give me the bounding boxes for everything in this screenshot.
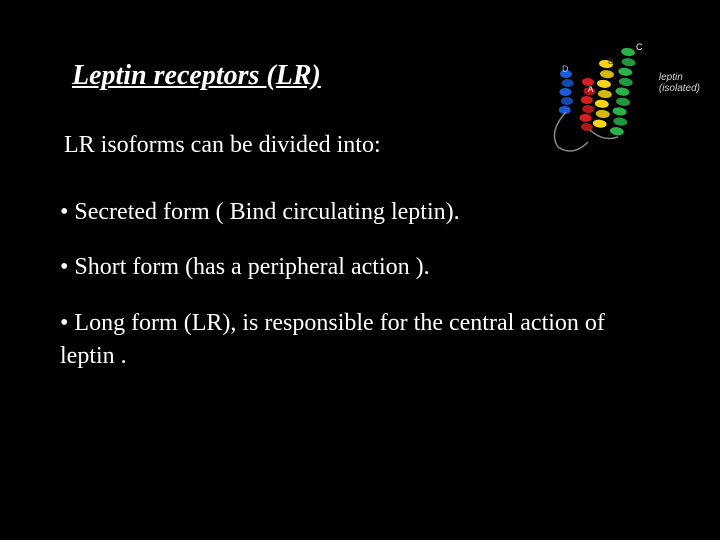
bullet-short-form: • Short form (has a peripheral action ). — [60, 252, 670, 283]
bullet-long-form: • Long form (LR), is responsible for the… — [60, 307, 670, 372]
leptin-label: leptin (isolated) — [659, 72, 700, 94]
helix-d-label: D — [562, 64, 569, 74]
bullet-secreted-form: • Secreted form ( Bind circulating lepti… — [60, 197, 670, 228]
protein-helix-svg: C D B A — [518, 42, 698, 172]
helix-b-label: B — [608, 57, 613, 66]
helix-a-label: A — [588, 85, 594, 94]
helix-c-label: C — [636, 42, 643, 52]
slide-container: C D B A leptin (isolated) Leptin recepto… — [0, 0, 720, 540]
leptin-protein-graphic: C D B A leptin (isolated) — [518, 42, 698, 172]
